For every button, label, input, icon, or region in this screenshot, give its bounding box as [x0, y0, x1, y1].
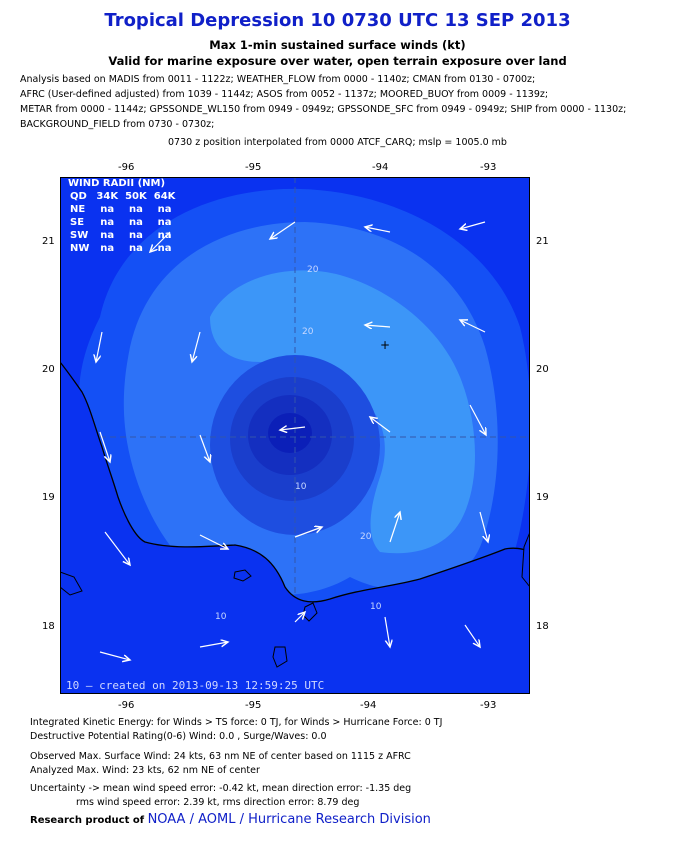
lat-tick-right: 19 — [536, 492, 549, 503]
island — [233, 569, 252, 582]
wind-arrow — [464, 624, 480, 647]
radii-cell: na — [128, 243, 143, 254]
lon-tick-bottom: -94 — [360, 700, 377, 711]
radii-cell: NE — [70, 204, 86, 215]
lat-tick-right: 21 — [536, 236, 549, 247]
island — [521, 531, 530, 588]
lon-tick-top: -96 — [118, 162, 135, 173]
radii-cell: na — [100, 204, 115, 215]
wind-map-svg: 20 20 10 20 10 10 + — [60, 177, 530, 694]
lat-tick-left: 18 — [42, 621, 55, 632]
footer-analyzed-max: Analyzed Max. Wind: 23 kts, 62 nm NE of … — [30, 765, 260, 776]
wind-arrow — [199, 534, 228, 549]
radii-cell: NW — [70, 243, 90, 254]
lon-tick-bottom: -95 — [245, 700, 262, 711]
lat-tick-left: 19 — [42, 492, 55, 503]
contour-band-20kt — [210, 270, 475, 554]
radii-cell: na — [128, 230, 143, 241]
lon-tick-top: -95 — [245, 162, 262, 173]
wind-radii-title: WIND RADII (NM) — [68, 178, 166, 189]
wind-arrow — [294, 527, 322, 538]
lat-tick-right: 18 — [536, 621, 549, 632]
wind-arrow — [460, 320, 486, 333]
radii-header: QD — [70, 191, 87, 202]
footer-dpr: Destructive Potential Rating(0-6) Wind: … — [30, 731, 327, 742]
wind-arrow — [389, 512, 400, 543]
wind-arrow — [294, 612, 305, 623]
analysis-line: Analysis based on MADIS from 0011 - 1122… — [20, 74, 536, 85]
radii-cell: na — [157, 243, 172, 254]
footer-rms: rms wind speed error: 2.39 kt, rms direc… — [76, 797, 360, 808]
wind-arrow — [469, 404, 486, 435]
radii-cell: SW — [70, 230, 89, 241]
subtitle-units: Max 1-min sustained surface winds (kt) — [209, 38, 466, 52]
lat-tick-left: 20 — [42, 364, 55, 375]
radii-header: 50K — [125, 191, 147, 202]
radii-cell: SE — [70, 217, 85, 228]
radii-cell: na — [128, 217, 143, 228]
footer-observed-max: Observed Max. Surface Wind: 24 kts, 63 n… — [30, 751, 411, 762]
page-title: Tropical Depression 10 0730 UTC 13 SEP 2… — [104, 10, 571, 31]
wind-map: 20 20 10 20 10 10 + WIND RADII (NM) QD 3… — [60, 177, 530, 694]
contour-label: 10 — [370, 602, 382, 612]
wind-arrow — [104, 531, 130, 565]
radii-cell: na — [157, 204, 172, 215]
wind-arrow — [150, 231, 171, 252]
wind-arrow — [99, 431, 110, 462]
analysis-line: AFRC (User-defined adjusted) from 1039 -… — [20, 89, 549, 100]
contour-label: 10 — [295, 482, 307, 492]
wind-vectors — [96, 221, 488, 660]
wind-arrow — [365, 325, 391, 327]
hrd-link[interactable]: NOAA / AOML / Hurricane Research Divisio… — [147, 812, 431, 827]
wind-arrow — [199, 434, 210, 462]
footer-uncertainty: Uncertainty -> mean wind speed error: -0… — [30, 783, 412, 794]
wind-radii-table: WIND RADII (NM) QD 34K 50K 64K NE na na … — [68, 177, 180, 255]
radii-cell: na — [100, 243, 115, 254]
radii-header: 64K — [153, 191, 176, 202]
wind-arrow — [479, 511, 488, 542]
wind-arrow — [280, 427, 306, 430]
wind-arrow — [384, 616, 390, 647]
radii-cell: na — [128, 204, 143, 215]
lon-tick-top: -94 — [372, 162, 389, 173]
wind-arrow — [370, 417, 391, 433]
lon-tick-bottom: -93 — [480, 700, 497, 711]
center-marker: + — [380, 338, 390, 352]
wind-arrow — [96, 331, 103, 362]
analysis-sources: Analysis based on MADIS from 0011 - 1122… — [20, 72, 670, 132]
wind-arrow — [99, 651, 130, 660]
radii-cell: na — [157, 217, 172, 228]
wind-arrow — [365, 227, 391, 233]
wind-arrow — [199, 642, 228, 648]
credit-prefix: Research product of — [30, 815, 145, 826]
radii-cell: na — [100, 217, 115, 228]
contour-label: 20 — [360, 532, 372, 542]
position-note: 0730 z position interpolated from 0000 A… — [168, 137, 507, 148]
wind-arrow — [192, 331, 201, 362]
created-timestamp: 10 — created on 2013-09-13 12:59:25 UTC — [66, 679, 325, 692]
wind-arrow — [270, 221, 296, 239]
contour-label: 20 — [307, 265, 319, 275]
lat-tick-left: 21 — [42, 236, 55, 247]
lon-tick-bottom: -96 — [118, 700, 135, 711]
subtitle-exposure: Valid for marine exposure over water, op… — [108, 54, 567, 68]
lat-tick-right: 20 — [536, 364, 549, 375]
analysis-line: BACKGROUND_FIELD from 0730 - 0730z; — [20, 119, 215, 130]
analysis-line: METAR from 0000 - 1144z; GPSSONDE_WL150 … — [20, 104, 627, 115]
core-low — [268, 413, 312, 453]
credit-line: Research product of NOAA / AOML / Hurric… — [30, 812, 431, 827]
radii-cell: na — [157, 230, 172, 241]
island — [272, 646, 288, 668]
island — [60, 571, 83, 596]
wind-arrow — [460, 221, 486, 229]
contour-label: 20 — [302, 327, 314, 337]
footer-ike: Integrated Kinetic Energy: for Winds > T… — [30, 717, 443, 728]
radii-header: 34K — [96, 191, 119, 202]
contour-label: 10 — [215, 612, 227, 622]
lon-tick-top: -93 — [480, 162, 497, 173]
mexico-landmass — [60, 360, 530, 694]
radii-cell: na — [100, 230, 115, 241]
